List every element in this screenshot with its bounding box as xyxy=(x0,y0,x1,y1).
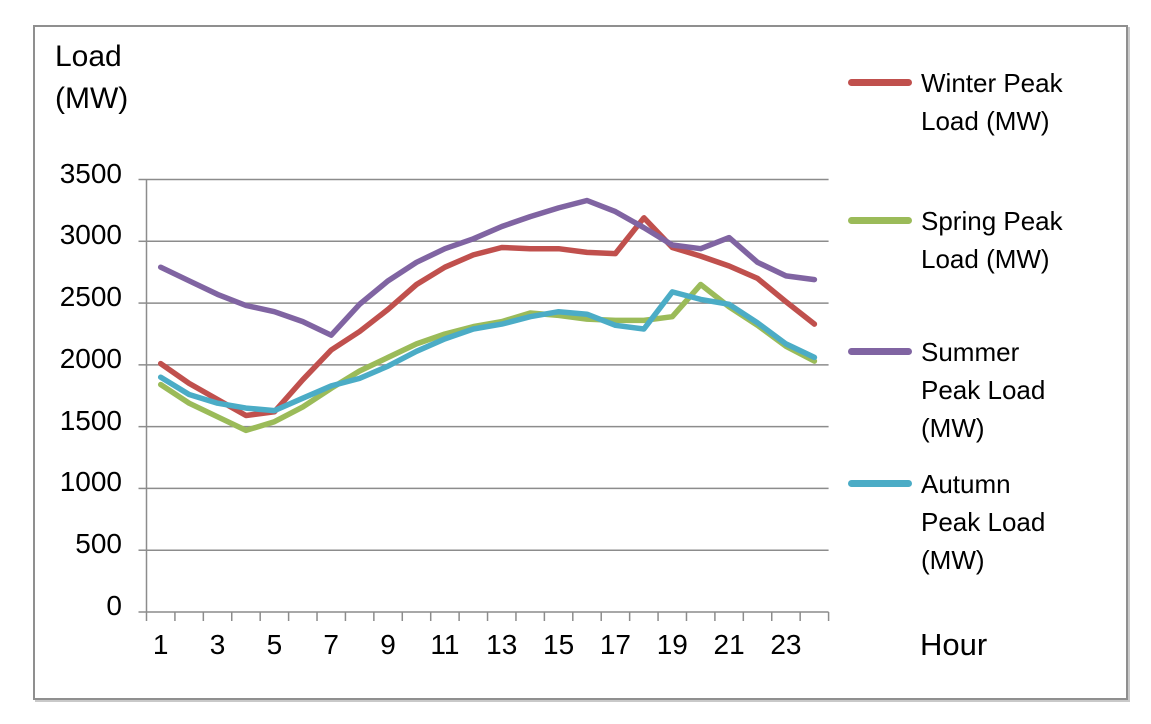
legend-swatch-summer xyxy=(848,348,912,355)
legend-label-line: Load (MW) xyxy=(921,244,1050,274)
legend-label-summer: Summer Peak Load (MW) xyxy=(921,333,1121,447)
x-tick-label-17: 17 xyxy=(599,629,631,660)
x-tick-label-19: 19 xyxy=(656,629,688,660)
legend-label-line: Winter Peak xyxy=(921,68,1063,98)
legend-label-line: Load (MW) xyxy=(921,106,1050,136)
y-axis-title-line2: (MW) xyxy=(55,82,129,115)
x-tick-label-1: 1 xyxy=(152,629,169,660)
y-axis-title: Load (MW) xyxy=(55,36,128,120)
legend-swatch-spring xyxy=(848,217,912,224)
series-line-autumn xyxy=(157,289,818,414)
axes xyxy=(138,178,830,621)
legend-label-line: Autumn xyxy=(921,469,1011,499)
y-tick-label-1000: 1000 xyxy=(59,466,122,498)
x-axis-title: Hour xyxy=(920,627,988,662)
x-tick-label-7: 7 xyxy=(323,629,339,660)
y-tick-label-3500: 3500 xyxy=(59,157,122,189)
legend-label-autumn: Autumn Peak Load (MW) xyxy=(921,465,1121,579)
x-tick-label-11: 11 xyxy=(430,629,460,660)
y-tick-label-3000: 3000 xyxy=(59,219,122,251)
legend-label-line: Summer xyxy=(921,337,1020,367)
y-axis-title-line1: Load xyxy=(55,40,122,73)
legend-label-line: (MW) xyxy=(921,413,985,443)
legend-label-line: Peak Load xyxy=(921,507,1046,537)
x-tick-label-5: 5 xyxy=(266,629,283,660)
legend-label-spring: Spring Peak Load (MW) xyxy=(921,202,1121,278)
x-tick-label-9: 9 xyxy=(380,629,396,660)
y-tick-label-2500: 2500 xyxy=(59,281,122,313)
x-tick-label-15: 15 xyxy=(543,629,575,660)
x-tick-label-21: 21 xyxy=(713,629,745,660)
legend-swatch-autumn xyxy=(848,480,912,487)
x-tick-label-3: 3 xyxy=(209,629,226,660)
x-tick-label-23: 23 xyxy=(770,629,802,660)
series-line-winter xyxy=(157,215,818,419)
figure-border xyxy=(33,25,1128,700)
legend-label-line: Peak Load xyxy=(921,375,1046,405)
gridlines xyxy=(146,178,829,613)
y-tick-label-1500: 1500 xyxy=(59,404,122,436)
x-tick-label-13: 13 xyxy=(486,629,518,660)
y-tick-label-0: 0 xyxy=(106,590,122,621)
legend-label-winter: Winter Peak Load (MW) xyxy=(921,64,1121,140)
legend-swatch-winter xyxy=(848,79,912,86)
data-series xyxy=(157,197,818,434)
legend-label-line: (MW) xyxy=(921,545,985,575)
y-tick-label-2000: 2000 xyxy=(59,342,122,374)
legend-label-line: Spring Peak xyxy=(921,206,1063,236)
y-tick-label-500: 500 xyxy=(75,528,122,560)
legend: Winter Peak Load (MW) Spring Peak Load (MW)… xyxy=(848,0,1128,620)
series-line-summer xyxy=(157,197,818,338)
